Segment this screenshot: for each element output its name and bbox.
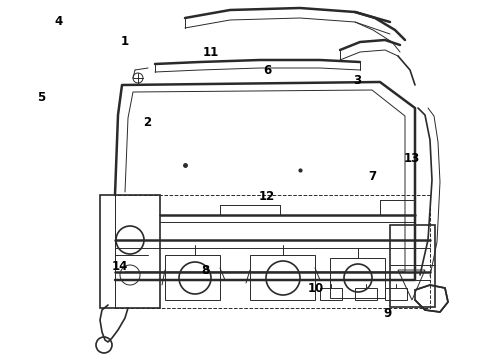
Bar	[390, 225, 435, 307]
Text: 8: 8	[202, 264, 210, 276]
Text: 3: 3	[354, 75, 362, 87]
Text: 2: 2	[143, 116, 151, 129]
Text: 10: 10	[308, 282, 324, 294]
Text: 11: 11	[202, 46, 219, 59]
Text: 7: 7	[368, 170, 376, 183]
Text: 12: 12	[259, 190, 275, 203]
Text: 5: 5	[38, 91, 46, 104]
Text: 14: 14	[112, 260, 128, 273]
Text: 1: 1	[121, 35, 129, 48]
Bar	[250, 255, 315, 300]
Bar	[165, 255, 220, 300]
Bar	[320, 288, 342, 300]
Text: 4: 4	[55, 15, 63, 28]
Text: 9: 9	[383, 307, 391, 320]
Bar	[355, 288, 377, 300]
Bar	[385, 288, 407, 300]
Text: 6: 6	[263, 64, 271, 77]
Bar	[330, 258, 385, 298]
Text: 13: 13	[403, 152, 420, 165]
